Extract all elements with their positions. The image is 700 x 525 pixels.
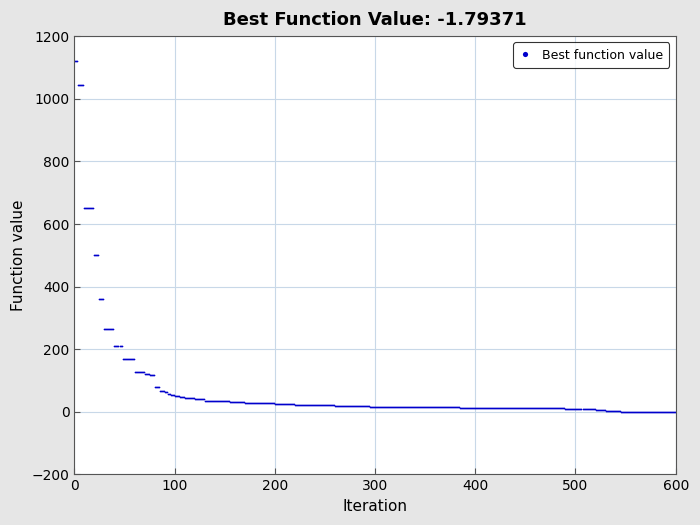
Best function value — [425, 404, 433, 411]
Title: Best Function Value: -1.79371: Best Function Value: -1.79371 — [223, 11, 527, 29]
Best function value — [472, 405, 480, 411]
Y-axis label: Function value: Function value — [11, 200, 26, 311]
Best function value — [671, 410, 680, 416]
Best function value — [177, 394, 186, 400]
Best function value — [71, 58, 80, 65]
Best function value — [225, 399, 234, 405]
Legend: Best function value: Best function value — [513, 43, 669, 68]
X-axis label: Iteration: Iteration — [342, 499, 407, 514]
Best function value — [523, 405, 531, 411]
Best function value — [343, 403, 351, 409]
Line: Best function value: Best function value — [74, 59, 678, 414]
